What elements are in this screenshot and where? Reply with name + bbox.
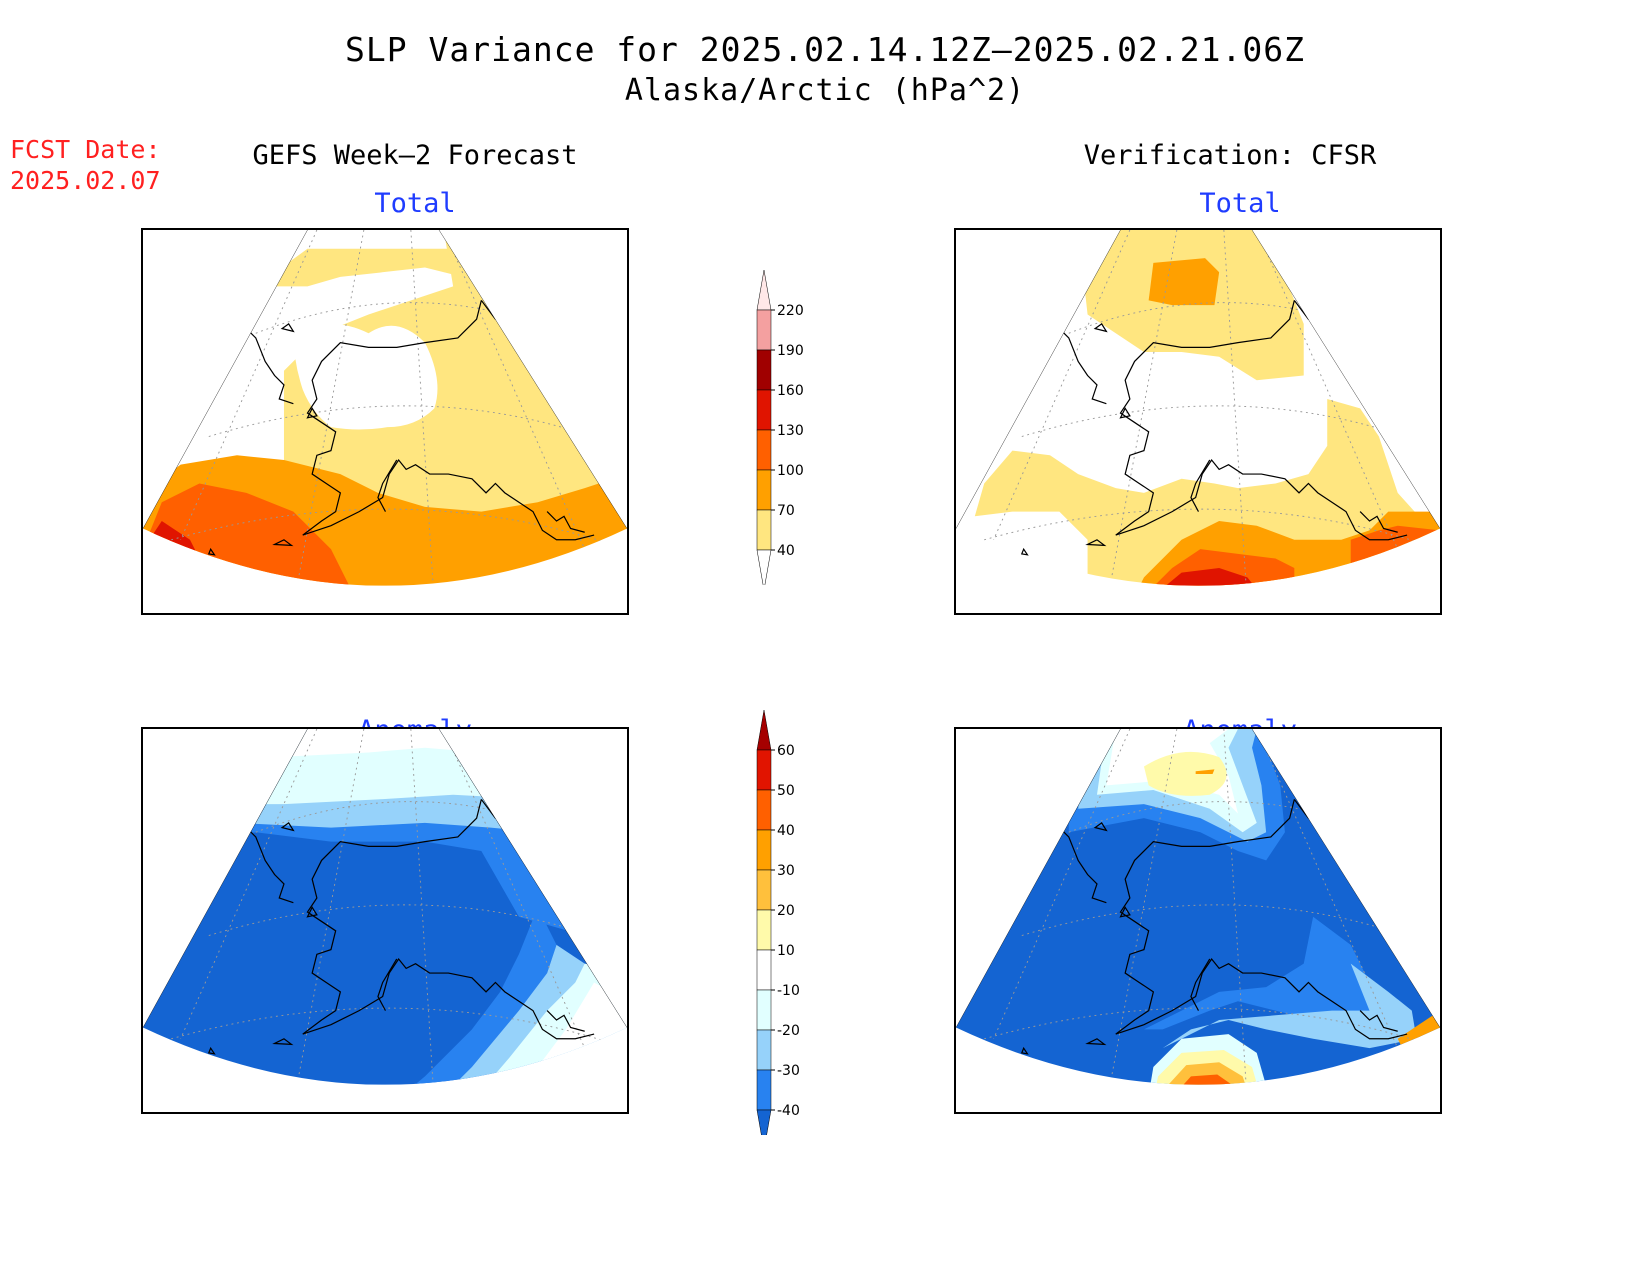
total-colorbar-swatch (756, 509, 772, 551)
anomaly-colorbar: 60 50 40 30 20 10 -10 -20 -30 -40 (756, 709, 800, 1135)
anomaly-colorbar-swatch (756, 749, 772, 791)
ver-total-title: Total (1199, 188, 1281, 219)
anomaly-colorbar-tick-label: -30 (777, 1063, 800, 1079)
total-colorbar-tick-label: 40 (777, 543, 795, 559)
total-colorbar-tick-label: 130 (777, 423, 804, 439)
total-colorbar-swatch (756, 389, 772, 431)
anomaly-colorbar-swatch (756, 1069, 772, 1111)
anomaly-colorbar-swatch (756, 909, 772, 951)
total-colorbar: 220 190 160 130 100 70 40 (756, 269, 804, 585)
anomaly-colorbar-swatch (756, 1109, 772, 1135)
fc-anom-map (141, 727, 629, 1114)
total-colorbar-tick-label: 70 (777, 503, 795, 519)
anomaly-colorbar-swatch (756, 949, 772, 991)
total-colorbar-swatch (756, 469, 772, 511)
anomaly-colorbar-tick-label: -10 (777, 983, 800, 999)
total-colorbar-tick-label: 160 (777, 383, 804, 399)
ver-total-map (954, 228, 1442, 615)
total-colorbar-swatch (756, 349, 772, 391)
anomaly-colorbar-tick-label: 50 (777, 783, 795, 799)
anomaly-colorbar-tick-label: 20 (777, 903, 795, 919)
total-colorbar-swatch (756, 269, 772, 311)
ver-anom-map (954, 727, 1442, 1114)
anomaly-colorbar-tick-label: 40 (777, 823, 795, 839)
anomaly-colorbar-swatch (756, 789, 772, 831)
chart-subtitle: Alaska/Arctic (hPa^2) (624, 73, 1026, 108)
anomaly-colorbar-tick-label: -20 (777, 1023, 800, 1039)
anomaly-colorbar-swatch (756, 709, 772, 751)
left-column-heading: GEFS Week–2 Forecast (252, 140, 578, 171)
anomaly-colorbar-swatch (756, 989, 772, 1031)
fcst-date-value: 2025.02.07 (10, 166, 161, 195)
right-column-heading: Verification: CFSR (1083, 140, 1377, 171)
anomaly-colorbar-tick-label: -40 (777, 1103, 800, 1119)
chart-title: SLP Variance for 2025.02.14.12Z–2025.02.… (345, 30, 1305, 69)
total-colorbar-tick-label: 100 (777, 463, 804, 479)
total-colorbar-swatch (756, 549, 772, 585)
total-colorbar-swatch (756, 309, 772, 351)
anomaly-colorbar-tick-label: 10 (777, 943, 795, 959)
total-colorbar-swatch (756, 429, 772, 471)
total-colorbar-tick-label: 220 (777, 303, 804, 319)
anomaly-colorbar-swatch (756, 829, 772, 871)
anomaly-colorbar-tick-label: 60 (777, 743, 795, 759)
fc-total-title: Total (374, 188, 456, 219)
total-colorbar-tick-label: 190 (777, 343, 804, 359)
fc-total-map (141, 228, 629, 615)
anomaly-colorbar-swatch (756, 869, 772, 911)
anomaly-colorbar-swatch (756, 1029, 772, 1071)
fcst-date-label: FCST Date: (10, 135, 161, 164)
anomaly-colorbar-tick-label: 30 (777, 863, 795, 879)
